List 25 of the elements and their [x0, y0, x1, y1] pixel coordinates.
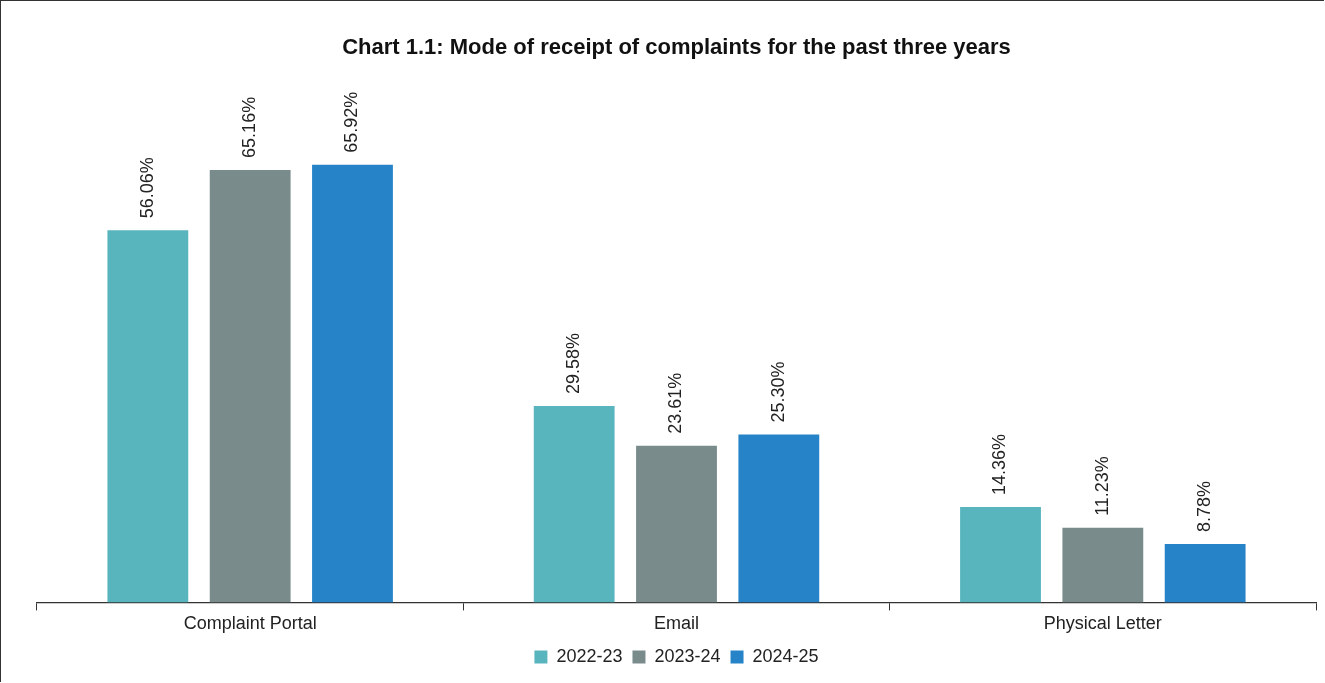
bar: [533, 406, 615, 603]
legend-label: 2023-24: [654, 645, 721, 666]
data-label: 11.23%: [1091, 456, 1112, 516]
bar: [209, 169, 291, 603]
data-label: 8.78%: [1194, 481, 1215, 533]
x-tick-label: Email: [653, 613, 700, 634]
bar: [107, 230, 189, 603]
x-tick-label: Physical Letter: [1043, 613, 1162, 634]
bar: [312, 164, 393, 603]
data-label: 65.16%: [239, 96, 260, 158]
legend-label: 2022-23: [556, 645, 623, 666]
data-label: 29.58%: [563, 333, 584, 395]
bar: [1164, 544, 1246, 603]
data-label: 14.36%: [989, 434, 1010, 496]
data-label: 25.30%: [767, 361, 788, 423]
data-label: 23.61%: [665, 372, 686, 434]
bar: [960, 507, 1041, 603]
chart-title: Chart 1.1: Mode of receipt of complaints for the past three years: [342, 34, 1011, 60]
bar: [636, 445, 717, 603]
data-label: 65.92%: [341, 91, 362, 153]
data-label: 56.06%: [136, 157, 157, 219]
bar: [738, 434, 820, 603]
legend-label: 2024-25: [752, 645, 819, 666]
bar: [1062, 527, 1144, 603]
x-tick-label: Complaint Portal: [183, 613, 317, 634]
